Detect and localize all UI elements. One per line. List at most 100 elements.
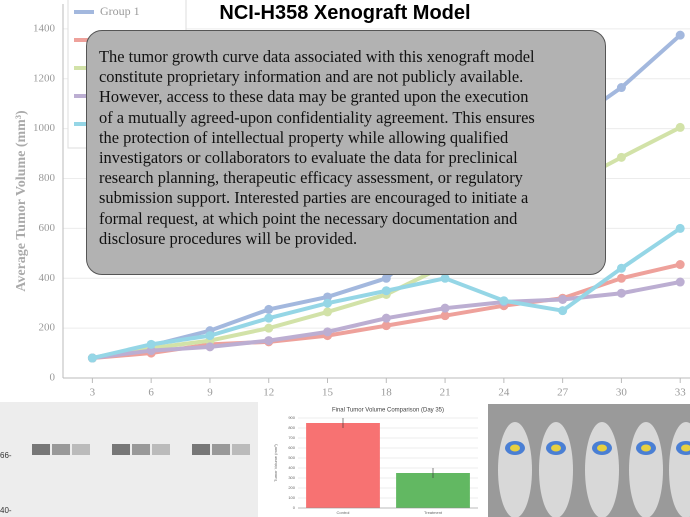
point — [499, 296, 509, 306]
thumbnail-bar-chart: Final Tumor Volume Comparison (Day 35) 0 1… — [268, 404, 484, 517]
point — [616, 152, 626, 162]
notice-line: the protection of intellectual property … — [99, 127, 509, 147]
point — [381, 273, 391, 283]
point — [205, 342, 215, 352]
x-tick-label: 3 — [90, 387, 96, 399]
imaging-thumbnail — [488, 404, 690, 517]
x-tick-label: Treatment — [424, 510, 443, 515]
bar — [306, 423, 380, 508]
point — [616, 273, 626, 283]
mouse — [539, 422, 573, 517]
point — [87, 353, 97, 363]
point — [616, 83, 626, 93]
y-tick-label: 1200 — [33, 72, 56, 84]
point — [323, 327, 333, 337]
y-tick-label: 800 — [39, 172, 56, 184]
point — [323, 298, 333, 308]
y-tick-label: 500 — [288, 455, 295, 460]
y-tick-label: 700 — [288, 435, 295, 440]
y-tick-label: 900 — [288, 415, 295, 420]
y-tick-label: 1400 — [33, 22, 56, 34]
blot-band — [132, 444, 150, 455]
y-tick-label: 600 — [288, 445, 295, 450]
y-tick-label: 600 — [39, 222, 56, 234]
x-tick-label: 18 — [381, 387, 393, 399]
notice-line: The tumor growth curve data associated w… — [99, 47, 535, 66]
chart-title: Final Tumor Volume Comparison (Day 35) — [332, 408, 444, 414]
point — [675, 30, 685, 40]
x-tick-label: 6 — [148, 387, 154, 399]
x-tick-label: Control — [337, 510, 350, 515]
y-tick-label: 800 — [288, 425, 295, 430]
blot-band — [112, 444, 130, 455]
x-tick-label: 21 — [440, 387, 451, 399]
point — [616, 263, 626, 273]
bar — [396, 473, 470, 508]
x-tick-label: 33 — [675, 387, 687, 399]
notice-line: submission support. Interested parties a… — [99, 188, 529, 208]
point — [264, 336, 274, 346]
chart-title: NCI-H358 Xenograft Model — [200, 2, 490, 25]
point — [264, 323, 274, 333]
y-axis-label: Average Tumor Volume (mm³) — [14, 110, 29, 292]
mouse — [629, 422, 663, 517]
point — [381, 321, 391, 331]
notice-line: formal request, at which point the neces… — [99, 208, 518, 228]
point — [264, 313, 274, 323]
blot-marker: 66- — [0, 451, 12, 460]
notice-line: research planning, therapeutic efficacy … — [99, 168, 523, 188]
point — [558, 294, 568, 304]
point — [675, 277, 685, 287]
notice-line: disclosure procedures will be provided. — [99, 228, 358, 248]
mouse — [585, 422, 619, 517]
point — [616, 288, 626, 298]
point — [264, 304, 274, 314]
signal-core — [551, 444, 561, 452]
x-tick-label: 15 — [322, 387, 334, 399]
x-tick-label: 30 — [616, 387, 628, 399]
blot-band — [212, 444, 230, 455]
blot-band — [152, 444, 170, 455]
signal-core — [641, 444, 651, 452]
y-tick-label: 400 — [39, 272, 56, 284]
point — [440, 303, 450, 313]
point — [381, 286, 391, 296]
y-tick-label: 400 — [288, 465, 295, 470]
point — [323, 307, 333, 317]
point — [675, 122, 685, 132]
signal-core — [597, 444, 607, 452]
x-tick-label: 9 — [207, 387, 213, 399]
y-tick-label: 200 — [39, 322, 56, 334]
point — [323, 292, 333, 302]
notice-line: investigators or collaborators to evalua… — [99, 148, 518, 168]
y-tick-label: 300 — [288, 475, 295, 480]
point — [675, 223, 685, 233]
blot-thumbnail: 66- 40- — [0, 402, 258, 517]
y-tick-label: 0 — [50, 372, 56, 384]
y-tick-label: 200 — [288, 485, 295, 490]
signal-core — [681, 444, 690, 452]
blot-band — [192, 444, 210, 455]
signal-core — [510, 444, 520, 452]
blot-band — [232, 444, 250, 455]
y-axis-label: Tumor Volume (mm³) — [273, 444, 278, 482]
y-tick-label: 1000 — [33, 122, 56, 134]
blot-band — [72, 444, 90, 455]
point — [146, 339, 156, 349]
x-tick-label: 12 — [263, 387, 274, 399]
notice-box: The tumor growth curve data associated w… — [86, 30, 606, 275]
mouse — [498, 422, 532, 517]
x-tick-label: 27 — [557, 387, 569, 399]
point — [440, 311, 450, 321]
point — [558, 306, 568, 316]
point — [440, 273, 450, 283]
y-tick-label: 100 — [288, 495, 295, 500]
point — [381, 313, 391, 323]
blot-marker: 40- — [0, 506, 12, 515]
point — [205, 331, 215, 341]
blot-panel — [0, 402, 258, 517]
point — [146, 346, 156, 356]
x-tick-label: 24 — [498, 387, 510, 399]
legend-label: Group 1 — [100, 4, 140, 18]
